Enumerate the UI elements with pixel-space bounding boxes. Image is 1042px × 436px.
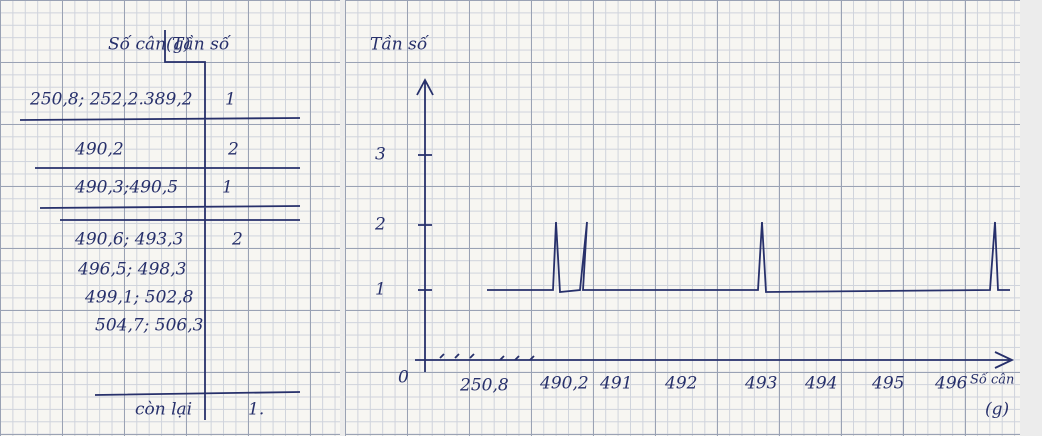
cell: 499,1; 502,8 [84,288,194,308]
axes [415,78,1015,372]
cell: 490,2 [74,140,124,160]
y-tick-label: 1 [375,280,386,300]
y-tick-label: 2 [374,215,386,235]
y-axis-label: Tần số [370,35,430,55]
x-tick-label: 494 [804,374,837,394]
cell: 250,8; 252,2.389,2 [29,90,193,110]
x-tick-label: 491 [599,374,632,394]
header-cell: Số cân(g) [108,35,190,55]
left-sheet [0,0,340,436]
x-axis-unit: (g) [985,400,1009,420]
right-sheet [345,0,1020,436]
cell: 1 [222,178,233,198]
cell: 490,3;490,5 [74,178,178,198]
cell: 1 [225,90,236,110]
y-tick-label: 3 [375,145,386,165]
cell: còn lại [135,400,192,420]
cell: 496,5; 498,3 [77,260,186,280]
cell: 1. [248,400,264,420]
frequency-line [487,221,1010,293]
x-tick-label: 496 [934,374,968,394]
table-lines [19,30,301,420]
cell: 2 [227,140,239,160]
header-cell: Tần số [172,35,232,55]
x-tick-label: 492 [664,374,697,394]
x-tick-label: 490,2 [539,374,589,394]
x-axis-label: Số cân [970,372,1014,388]
origin-label: 0 [398,368,409,388]
x-tick-label: 250,8 [459,376,509,396]
x-tick-label: 493 [744,374,777,394]
cell: 490,6; 493,3 [74,230,183,250]
cell: 2 [231,230,243,250]
axis-break [439,353,535,361]
x-tick-label: 495 [871,374,904,394]
cell: 504,7; 506,3 [95,316,203,336]
